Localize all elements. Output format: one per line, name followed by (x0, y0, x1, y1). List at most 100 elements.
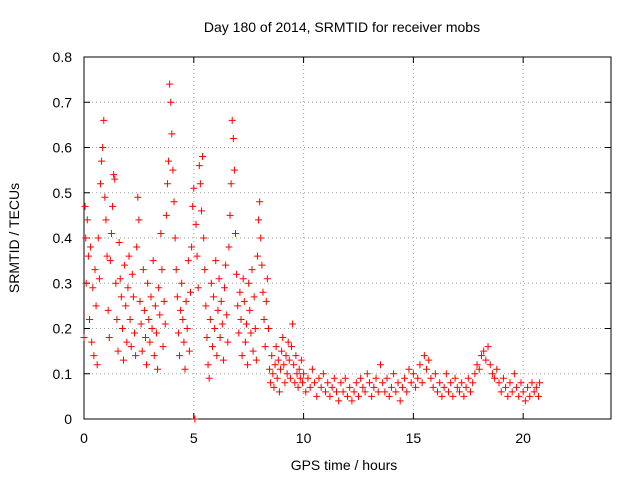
data-point (526, 392, 534, 400)
data-point (379, 379, 387, 387)
data-point (333, 388, 341, 396)
data-point (89, 284, 97, 292)
data-point (131, 329, 139, 337)
data-point (248, 266, 256, 274)
data-point (160, 297, 168, 305)
data-point (213, 352, 221, 360)
data-point (250, 293, 258, 301)
data-point (186, 288, 194, 296)
data-point (425, 356, 433, 364)
data-point (416, 361, 424, 369)
data-point (138, 347, 146, 355)
data-point (279, 334, 287, 342)
data-point (126, 315, 134, 323)
data-point (98, 157, 106, 165)
data-point (197, 207, 205, 215)
data-point (196, 180, 204, 188)
data-point (193, 252, 201, 260)
data-point (383, 374, 391, 382)
data-point (521, 397, 529, 405)
data-point (298, 379, 306, 387)
data-point (202, 302, 210, 310)
data-point (253, 252, 261, 260)
data-point (103, 252, 111, 260)
data-point (281, 379, 289, 387)
data-point (438, 392, 446, 400)
data-point (146, 338, 154, 346)
data-point (449, 392, 457, 400)
data-point (171, 234, 179, 242)
data-point (116, 275, 124, 283)
data-point (352, 379, 360, 387)
y-tick-label: 0.3 (53, 275, 73, 291)
data-point (376, 361, 384, 369)
data-point (155, 284, 163, 292)
data-point (121, 261, 129, 269)
data-point (147, 293, 155, 301)
data-point (294, 383, 302, 391)
data-point (80, 334, 88, 342)
data-point (185, 347, 193, 355)
data-point (365, 379, 373, 387)
y-tick-label: 0 (64, 411, 72, 427)
data-point (107, 229, 115, 237)
data-point (502, 383, 510, 391)
data-point (387, 383, 395, 391)
y-tick-label: 0.8 (53, 49, 73, 65)
data-point (83, 216, 91, 224)
data-point (88, 338, 96, 346)
data-point (319, 370, 327, 378)
plot-frame (83, 56, 612, 420)
data-point (222, 261, 230, 269)
data-point (166, 80, 174, 88)
data-point (273, 374, 281, 382)
data-point (167, 98, 175, 106)
data-point (484, 343, 492, 351)
data-point (246, 306, 254, 314)
data-point (429, 383, 437, 391)
data-point (128, 270, 136, 278)
data-point (418, 379, 426, 387)
data-point (179, 315, 187, 323)
data-point (297, 356, 305, 364)
data-point (311, 379, 319, 387)
data-point (204, 361, 212, 369)
data-point (111, 175, 119, 183)
data-point (144, 279, 152, 287)
data-point (528, 379, 536, 387)
data-point (261, 343, 269, 351)
data-point (508, 388, 516, 396)
data-point (427, 374, 435, 382)
data-point (469, 379, 477, 387)
data-point (271, 361, 279, 369)
data-point (113, 315, 121, 323)
data-point (106, 257, 114, 265)
data-point (236, 288, 244, 296)
data-point (401, 374, 409, 382)
data-point (300, 370, 308, 378)
data-point (464, 374, 472, 382)
data-point (237, 315, 245, 323)
data-point (519, 388, 527, 396)
data-point (192, 220, 200, 228)
data-point (99, 144, 107, 151)
data-point (390, 370, 398, 378)
data-point (188, 243, 196, 251)
data-point (226, 211, 234, 219)
data-point (201, 266, 209, 274)
data-point (295, 365, 303, 373)
data-point (228, 116, 236, 124)
data-point (405, 365, 413, 373)
data-point (350, 388, 358, 396)
data-point (277, 365, 285, 373)
data-point (267, 379, 275, 387)
data-point (157, 229, 165, 237)
data-point (120, 356, 128, 364)
data-point (224, 338, 232, 346)
data-point (398, 383, 406, 391)
data-point (260, 315, 268, 323)
grid-lines (84, 57, 611, 419)
data-point (524, 383, 532, 391)
data-point (335, 397, 343, 405)
